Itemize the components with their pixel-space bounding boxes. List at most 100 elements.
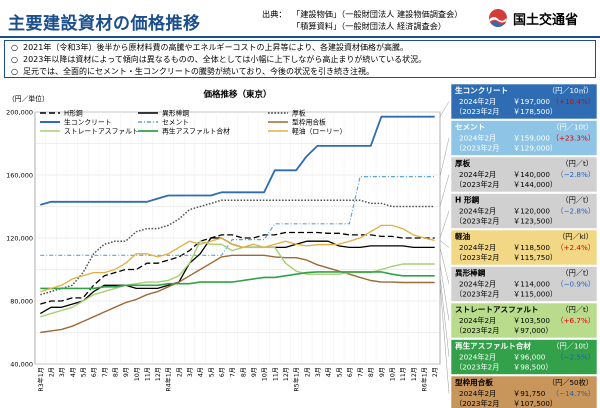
note-row: ○ 2023年以降は資材によって傾向は異なるものの、全体としては小幅に上下しながら… [11,54,589,66]
card-previous-date: （2023年2月 [455,180,499,189]
legend-label: 生コンクリート [64,118,112,127]
card-previous-date: （2023年2月 [455,363,499,372]
value-card: 軽油 （円／kl） 2024年2月 ￥118,500 （+2.4%） （2023年2月 ￥1… [450,229,598,266]
chart-title: 価格推移（東京） [202,89,271,100]
card-current-value: ￥103,500 [513,316,550,325]
card-change-rate: （+2.4%） [556,243,595,252]
series-line [40,231,435,305]
card-current-date: 2024年2月 [459,207,496,216]
card-bg [450,193,598,229]
x-tick-label: 3月 [59,367,66,377]
x-tick-label: 8月 [368,367,375,377]
card-connector [439,137,450,177]
card-change-rate: （−14.7%） [552,389,595,398]
y-tick-label: 160,000 [6,172,33,180]
x-tick-label: 9月 [379,367,386,377]
x-tick-label: 10月 [390,367,397,381]
legend-label: セメント [162,119,189,127]
x-tick-label: 2月 [48,367,55,377]
card-bg [450,120,598,156]
x-tick-label: 9月 [123,367,130,377]
card-current-date: 2024年2月 [459,243,496,252]
note-bullet-icon: ○ [11,43,18,52]
note-row: ○ 足元では、全面的にセメント・生コンクリートの騰勢が続いており、今後の状況を引き… [11,66,589,78]
card-material-name: 型枠用合板 [455,377,493,387]
card-bg [450,229,598,266]
card-unit: （円／t） [561,196,593,205]
card-connector [439,247,450,285]
card-current-date: 2024年2月 [459,389,496,398]
card-connector [439,240,450,248]
x-tick-label: 3月 [187,367,194,377]
source-line-2: 「積算資料」（一般財団法人 経済調査会） [292,21,447,31]
card-bg [450,302,598,339]
card-unit: （円／10t） [552,123,593,132]
card-previous-value: ￥123,500） [513,217,557,226]
note-text: 足元では、全面的にセメント・生コンクリートの騰勢が続いており、今後の状況を引き続… [23,66,375,76]
y-tick-label: 200,000 [6,109,33,117]
card-previous-date: （2023年2月 [455,107,499,116]
note-bullet-icon: ○ [11,54,18,64]
x-tick-label: 3月 [315,367,322,377]
card-previous-value: ￥115,000） [513,290,557,299]
card-current-value: ￥140,000 [513,170,550,179]
card-connector [439,210,450,239]
card-connector [439,282,450,394]
card-material-name: H 形鋼 [455,195,480,205]
x-tick-label: 12月 [283,367,290,381]
card-change-rate: （+10.4%） [552,97,595,106]
x-tick-label: 7月 [102,367,109,377]
value-card: 型枠用合板 （円／50枚） 2024年2月 ￥91,750 （−14.7%） （2023年… [450,375,598,408]
x-tick-label: 4月 [326,367,333,377]
card-current-date: 2024年2月 [459,134,496,143]
value-card: 再生アスファルト合材 （円／10t） 2024年2月 ￥96,000 （−2.5%） （2… [450,339,598,375]
x-tick-label: 4月 [70,367,77,377]
card-previous-date: （2023年2月 [455,217,499,226]
logo-text: 国土交通省 [513,12,579,28]
x-tick-label: 10月 [134,367,141,381]
card-change-rate: （−2.5%） [556,353,595,362]
card-current-date: 2024年2月 [459,280,496,289]
card-current-value: ￥197,000 [513,97,550,106]
legend-label: 厚板 [292,109,306,118]
card-material-name: 再生アスファルト合材 [455,341,531,351]
card-bg [450,83,598,120]
card-previous-date: （2023年2月 [455,253,499,262]
x-tick-label: 5月 [208,367,215,377]
note-text: 2023年以降は資材によって傾向は異なるものの、全体としては小幅に上下しながら高… [23,54,427,64]
series-line [40,254,435,334]
card-change-rate: （−2.8%） [556,207,595,216]
card-material-name: 厚板 [455,158,471,168]
card-change-rate: （+23.3%） [552,134,595,143]
chart-series [39,115,435,334]
legend-label: 軽油（ローリー） [292,127,346,136]
y-tick-label: 40,000 [10,361,33,369]
card-connector [439,101,450,117]
card-material-name: ストレートアスファルト [455,305,539,314]
note-row: ○ 2021年（令和3年）後半から原材料費の高騰やエネルギーコストの上昇等により、… [11,42,589,54]
x-tick-label: R5年1月 [293,367,301,392]
x-tick-label: 11月 [400,367,407,381]
card-current-value: ￥96,000 [513,353,546,362]
card-unit: （円／10㎥） [548,86,593,95]
card-change-rate: （+6.7%） [556,316,595,325]
value-cards: 生コンクリート （円／10㎥） 2024年2月 ￥197,000 （+10.4%） （20… [450,83,598,408]
card-previous-value: ￥107,500） [513,399,557,408]
x-tick-label: 6月 [91,367,98,377]
card-previous-date: （2023年2月 [455,399,499,408]
card-current-value: ￥91,750 [513,389,546,398]
value-card: セメント （円／10t） 2024年2月 ￥159,000 （+23.3%） （2023年… [450,120,598,156]
legend-label: 異形棒鋼 [162,109,189,118]
card-previous-date: （2023年2月 [455,290,499,299]
page-title: 主要建設資材の価格推移 [8,14,201,34]
value-card: 厚板 （円／t） 2024年2月 ￥140,000 （−2.8%） （2023年2月 ￥14… [450,156,598,193]
x-tick-label: 2月 [304,367,311,377]
x-tick-label: R3年1月 [37,367,45,392]
y-tick-label: 80,000 [10,298,33,306]
card-current-value: ￥120,000 [513,207,550,216]
card-unit: （円／10t） [552,342,593,351]
x-tick-label: 6月 [219,367,226,377]
card-connector [439,263,450,321]
